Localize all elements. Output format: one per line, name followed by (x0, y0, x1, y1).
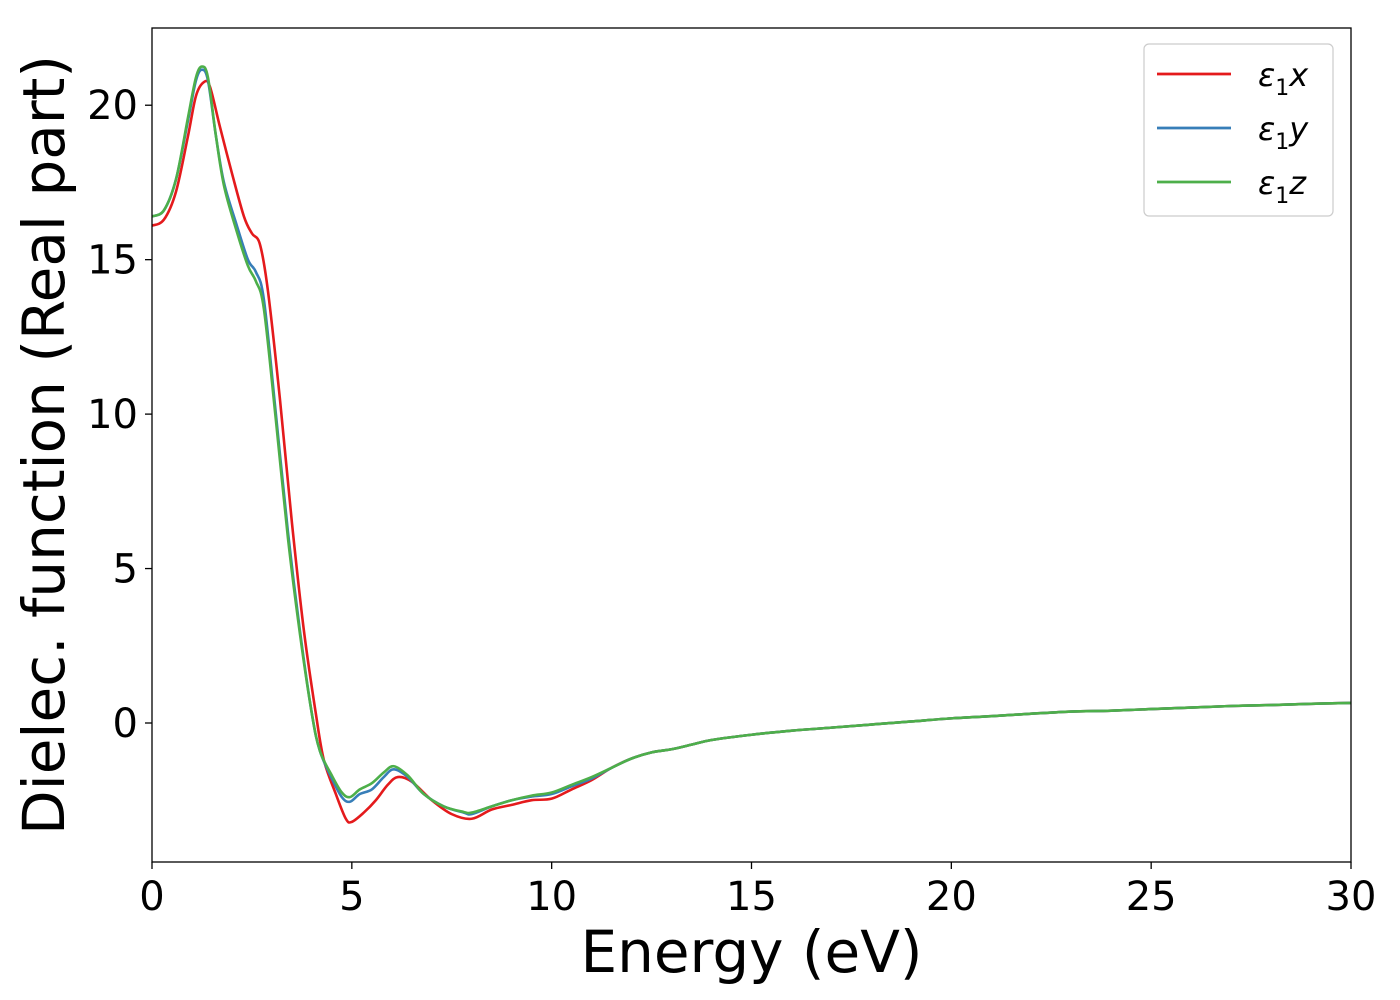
x-tick-label: 10 (526, 874, 577, 920)
y-axis-title: Dielec. function (Real part) (10, 55, 78, 835)
ticks-layer: 0 5 10 15 20 25 30 0 5 10 15 20 (87, 83, 1376, 920)
y-tick-label: 5 (113, 547, 138, 593)
x-tick-label: 15 (726, 874, 777, 920)
x-tick-label: 5 (339, 874, 364, 920)
x-tick-label: 0 (139, 874, 164, 920)
legend-item-y: ε1y (1157, 110, 1309, 155)
legend: ε1x ε1y ε1z (1143, 43, 1334, 217)
legend-items: ε1x ε1y ε1z (1157, 56, 1309, 209)
y-tick-label: 10 (87, 392, 138, 438)
x-tick-label: 30 (1326, 874, 1377, 920)
y-tick-label: 0 (113, 701, 138, 747)
legend-item-z: ε1z (1157, 164, 1307, 209)
series-line-z (152, 65, 1351, 815)
legend-label: ε1y (1258, 110, 1309, 155)
legend-label: ε1z (1258, 164, 1307, 209)
x-tick-label: 25 (1126, 874, 1177, 920)
legend-item-x: ε1x (1157, 56, 1309, 101)
x-axis-title: Energy (eV) (580, 918, 922, 986)
x-tick-label: 20 (926, 874, 977, 920)
legend-box (1143, 43, 1334, 217)
series-layer (152, 65, 1351, 824)
y-tick-label: 20 (87, 83, 138, 129)
y-tick-label: 15 (87, 238, 138, 284)
legend-label: ε1x (1258, 56, 1309, 101)
